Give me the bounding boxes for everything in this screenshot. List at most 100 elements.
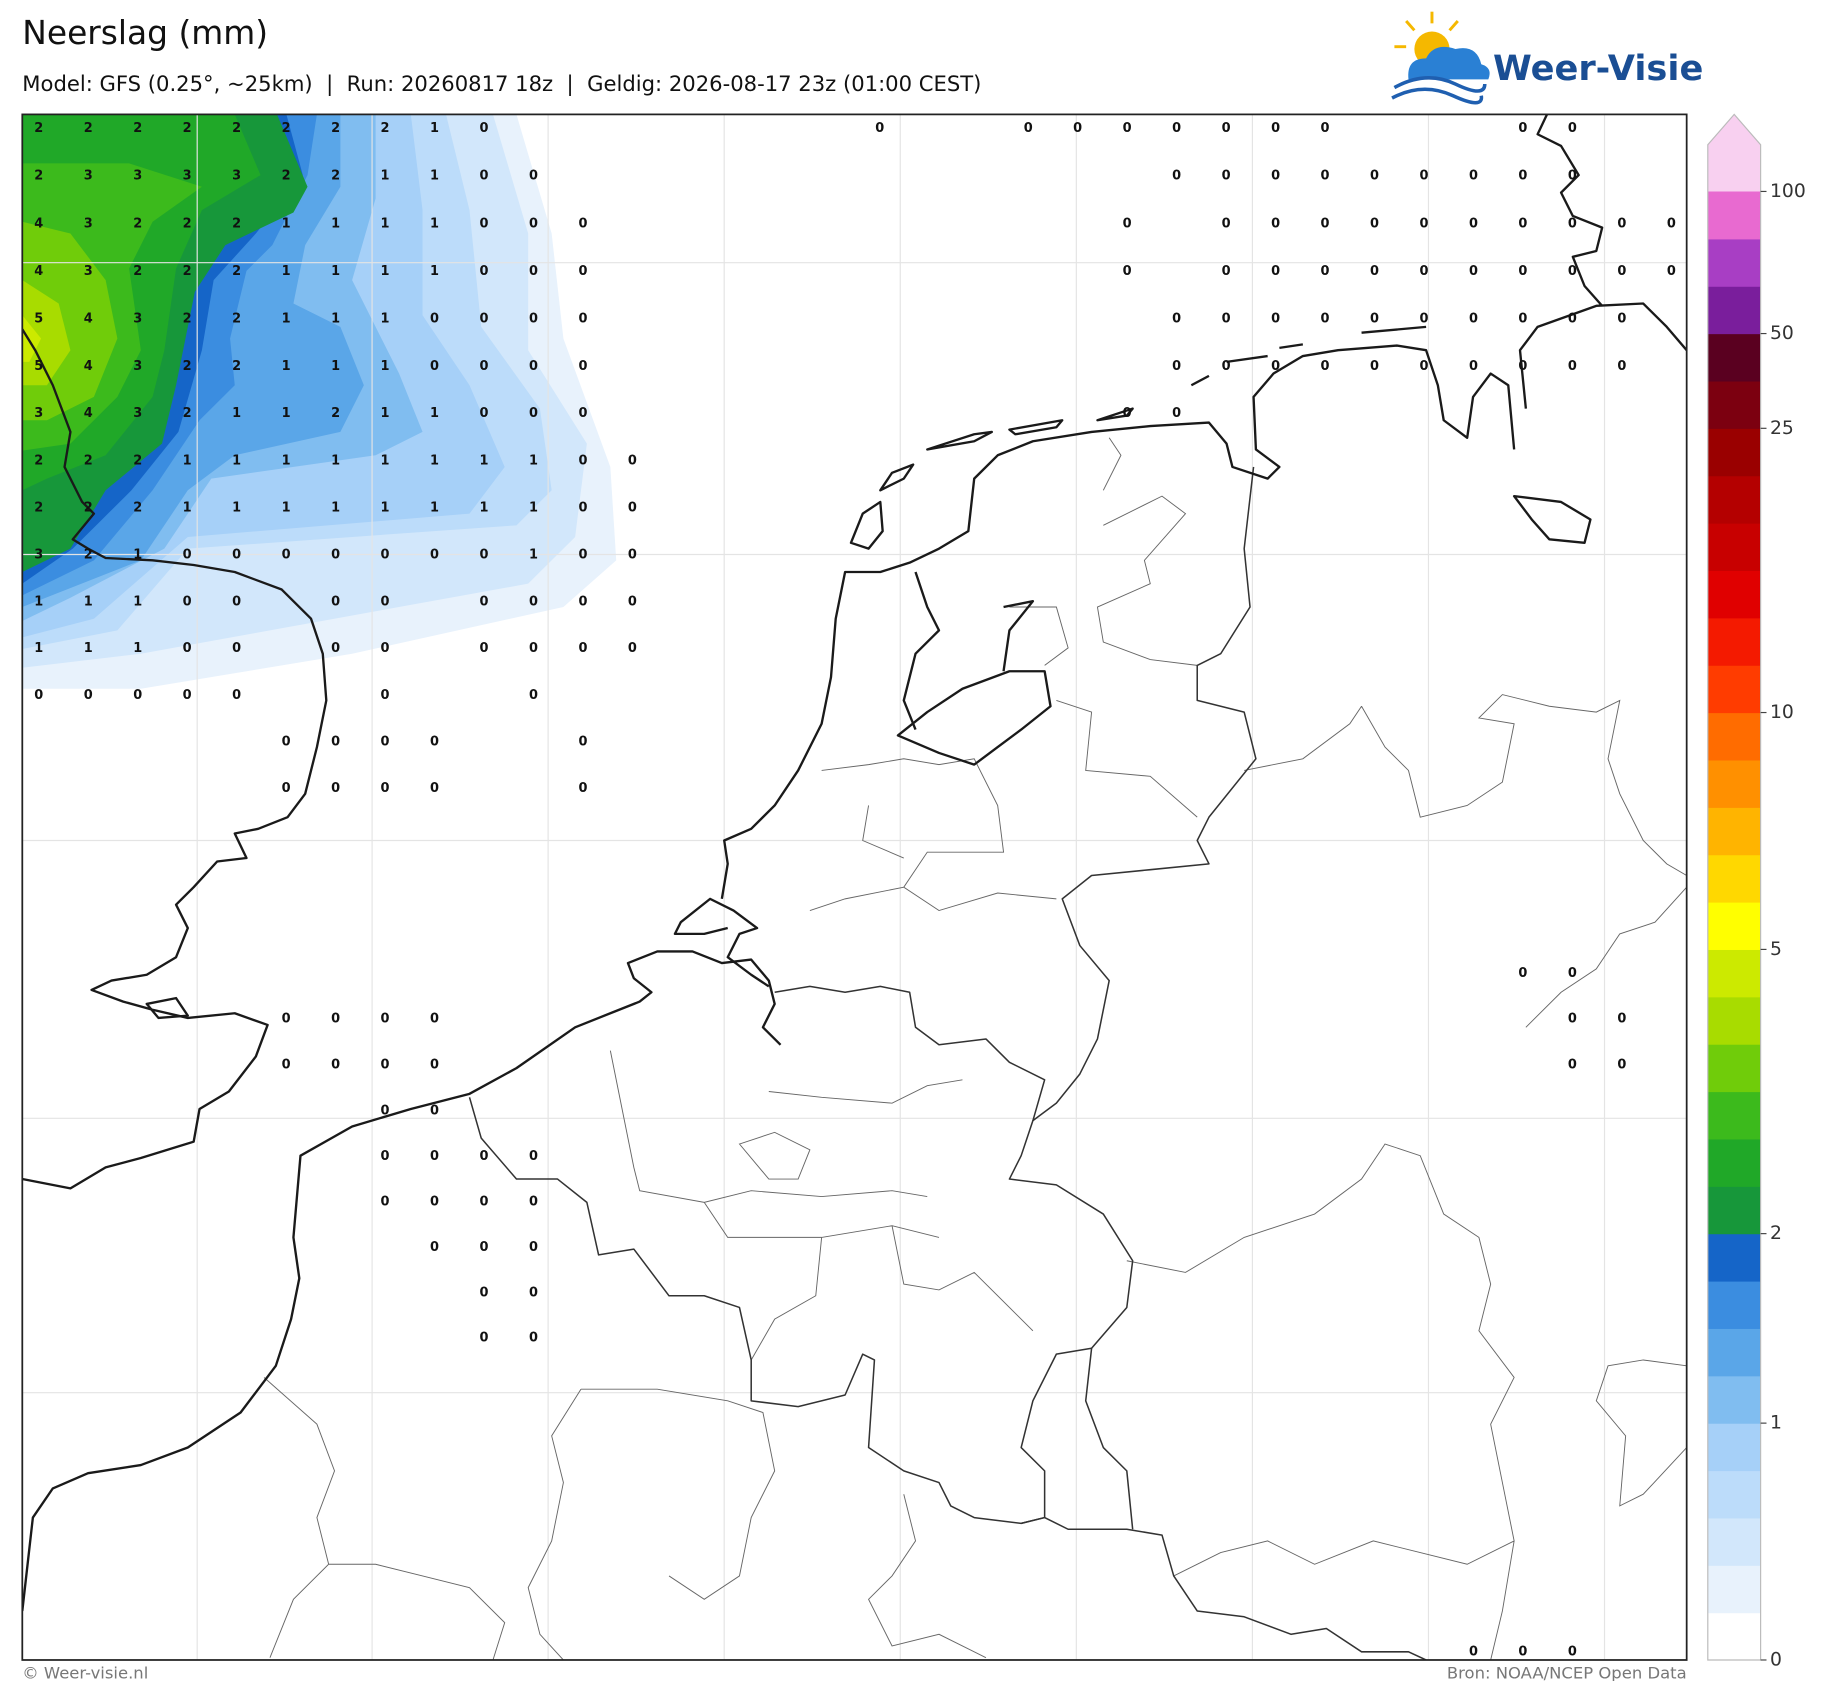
grid-value: 2 (183, 359, 192, 374)
grid-value: 1 (331, 264, 340, 279)
grid-value: 1 (430, 264, 439, 279)
grid-value: 0 (578, 548, 587, 563)
grid-value: 0 (1617, 359, 1626, 374)
grid-value: 0 (628, 501, 637, 516)
grid-value: 1 (529, 548, 538, 563)
grid-value: 2 (34, 453, 43, 468)
grid-value: 4 (84, 359, 93, 374)
colorbar-band (1707, 1517, 1761, 1566)
footer-source: Bron: NOAA/NCEP Open Data (1447, 1664, 1687, 1681)
grid-value: 2 (331, 406, 340, 421)
grid-value: 0 (1568, 169, 1577, 184)
colorbar-band (1707, 712, 1761, 761)
grid-value: 1 (381, 359, 390, 374)
grid-value: 0 (1123, 121, 1132, 136)
colorbar-band (1707, 1044, 1761, 1093)
grid-value: 1 (34, 594, 43, 609)
grid-value: 0 (529, 264, 538, 279)
grid-value: 0 (1518, 1644, 1527, 1659)
grid-value: 0 (1469, 1644, 1478, 1659)
grid-value: 0 (529, 1195, 538, 1210)
grid-value: 1 (430, 406, 439, 421)
grid-value: 4 (84, 406, 93, 421)
colorbar-band (1707, 996, 1761, 1045)
grid-value: 0 (1568, 1644, 1577, 1659)
grid-value: 3 (84, 264, 93, 279)
grid-value: 0 (628, 548, 637, 563)
grid-value: 0 (430, 1103, 439, 1118)
grid-value: 3 (133, 312, 142, 327)
grid-value: 0 (1222, 264, 1231, 279)
grid-value: 0 (133, 688, 142, 703)
grid-value: 0 (480, 312, 489, 327)
grid-value: 4 (84, 312, 93, 327)
grid-value: 0 (282, 781, 291, 796)
grid-value: 0 (1617, 1058, 1626, 1073)
colorbar-band (1707, 380, 1761, 429)
grid-value: 0 (1568, 359, 1577, 374)
grid-value: 0 (1370, 216, 1379, 231)
grid-value: 0 (183, 641, 192, 656)
borders (468, 466, 1427, 1660)
grid-value: 2 (381, 121, 390, 136)
grid-value: 0 (1370, 169, 1379, 184)
grid-value: 0 (1568, 1012, 1577, 1027)
grid-value: 1 (331, 501, 340, 516)
grid-value: 1 (381, 501, 390, 516)
grid-value: 3 (183, 169, 192, 184)
colorbar-band (1707, 617, 1761, 666)
grid-value: 0 (1073, 121, 1082, 136)
grid-value: 0 (628, 641, 637, 656)
colorbar-band (1707, 333, 1761, 382)
grid-value: 0 (480, 1195, 489, 1210)
grid-value: 0 (1667, 216, 1676, 231)
footer-credit: © Weer-visie.nl (22, 1664, 148, 1681)
grid-value: 0 (480, 548, 489, 563)
grid-value: 0 (430, 1240, 439, 1255)
colorbar-band (1707, 191, 1761, 240)
grid-value: 2 (183, 312, 192, 327)
grid-value: 0 (1518, 264, 1527, 279)
colorbar-band (1707, 1328, 1761, 1377)
grid-value: 0 (1469, 169, 1478, 184)
grid-value: 0 (1172, 312, 1181, 327)
grid-value: 0 (529, 359, 538, 374)
colorbar-tick-label: 25 (1770, 418, 1794, 439)
grid-value: 0 (1370, 312, 1379, 327)
grid-value: 1 (430, 121, 439, 136)
grid-value: 0 (1123, 264, 1132, 279)
grid-value: 2 (183, 121, 192, 136)
grid-value: 0 (578, 359, 587, 374)
grid-value: 2 (34, 501, 43, 516)
grid-value: 0 (1419, 312, 1428, 327)
regions (263, 437, 1687, 1660)
grid-value: 0 (480, 594, 489, 609)
grid-value: 0 (1568, 312, 1577, 327)
colorbar-band (1707, 665, 1761, 714)
grid-value: 0 (1370, 359, 1379, 374)
colorbar-band (1707, 286, 1761, 335)
grid-value: 2 (183, 264, 192, 279)
grid-value: 0 (1370, 264, 1379, 279)
grid-value: 0 (480, 406, 489, 421)
grid-value: 0 (430, 781, 439, 796)
grid-value: 1 (430, 216, 439, 231)
colorbar-band (1707, 1470, 1761, 1519)
grid-value: 0 (1271, 169, 1280, 184)
grid-value: 0 (480, 264, 489, 279)
grid-value: 2 (331, 169, 340, 184)
grid-value: 1 (331, 359, 340, 374)
grid-value: 0 (1568, 264, 1577, 279)
colorbar-band (1707, 475, 1761, 524)
grid-value: 0 (381, 1149, 390, 1164)
grid-value: 0 (578, 594, 587, 609)
grid-value: 0 (1172, 121, 1181, 136)
grid-value: 0 (381, 781, 390, 796)
grid-value: 0 (480, 1149, 489, 1164)
colorbar-extension (1707, 114, 1761, 192)
grid-value: 0 (34, 688, 43, 703)
colorbar-tick-label: 2 (1770, 1223, 1782, 1244)
grid-value: 0 (381, 1103, 390, 1118)
grid-value: 2 (331, 121, 340, 136)
grid-value: 0 (578, 216, 587, 231)
